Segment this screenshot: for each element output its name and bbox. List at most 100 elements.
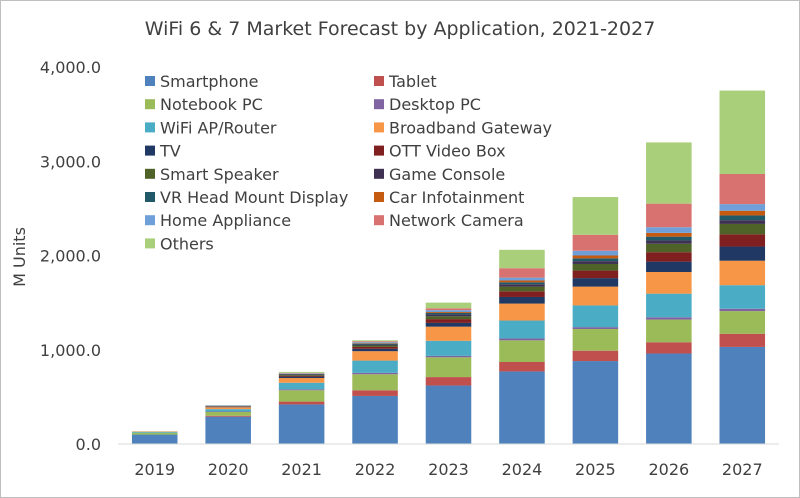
bar-segment-2026-desktop-pc	[646, 317, 692, 320]
bar-segment-2021-desktop-pc	[278, 389, 325, 391]
legend-label-game-console: Game Console	[389, 165, 505, 184]
bar-segment-2023-game-console	[425, 314, 472, 317]
bar-segment-2023-home-appliance	[425, 310, 472, 313]
legend-swatch-smart-speaker	[145, 168, 155, 179]
bar-segment-2026-car-infotainment	[646, 232, 692, 237]
bar-segment-2027-home-appliance	[719, 204, 766, 211]
legend-label-ott-video-box: OTT Video Box	[389, 142, 506, 161]
bar-segment-2019-notebook-pc	[131, 432, 178, 435]
bar-segment-2020-notebook-pc	[205, 411, 251, 416]
bar-segment-2027-broadband-gateway	[719, 260, 766, 286]
bar-segment-2022-broadband-gateway	[352, 351, 398, 361]
y-tick-label: 1,000.0	[40, 341, 101, 360]
bar-segment-2021-ott-video-box	[278, 375, 325, 377]
bar-segment-2023-network-camera	[425, 308, 472, 311]
bar-segment-2024-smart-speaker	[499, 286, 545, 292]
bar-segment-2021-smart-speaker	[278, 374, 325, 376]
bar-segment-2025-others	[572, 197, 619, 235]
bar-segment-2024-ott-video-box	[499, 291, 545, 297]
bar-segment-2024-desktop-pc	[499, 338, 545, 341]
axes-group: 0.0 1,000.0 2,000.0 3,000.0 4,000.0 2019 2020 2…	[40, 58, 779, 479]
bar-segment-2024-wifi-ap-router	[499, 320, 545, 339]
bar-segment-2024-tv	[499, 296, 545, 304]
bar-segment-2027-desktop-pc	[719, 308, 766, 312]
y-tick-label: 4,000.0	[40, 58, 101, 77]
bar-segment-2026-smartphone	[646, 353, 692, 444]
bar-segment-2025-ott-video-box	[572, 270, 619, 279]
bar-segment-2024-others	[499, 249, 545, 269]
bar-segment-2025-vr-head-mount-display	[572, 258, 619, 262]
legend-label-network-camera: Network Camera	[389, 211, 524, 230]
bar-segment-2023-broadband-gateway	[425, 326, 472, 341]
legend-label-desktop-pc: Desktop PC	[389, 95, 481, 114]
y-axis-label: M Units	[10, 227, 29, 287]
bar-segment-2023-notebook-pc	[425, 357, 472, 378]
bar-segment-2027-vr-head-mount-display	[719, 215, 766, 221]
bar-segment-2025-smart-speaker	[572, 263, 619, 271]
bar-segment-2022-wifi-ap-router	[352, 360, 398, 373]
x-tick-label: 2023	[428, 460, 469, 479]
bar-segment-2024-game-console	[499, 284, 545, 287]
legend-swatch-wifi-ap-router	[145, 122, 155, 133]
legend-swatch-game-console	[374, 168, 384, 179]
bar-segment-2022-tv	[352, 348, 398, 352]
bar-segment-2027-car-infotainment	[719, 210, 766, 216]
bar-segment-2023-ott-video-box	[425, 319, 472, 323]
bar-segment-2025-broadband-gateway	[572, 286, 619, 306]
x-tick-label: 2021	[281, 460, 322, 479]
bars-group	[131, 90, 766, 444]
legend-swatch-desktop-pc	[374, 99, 384, 110]
bar-segment-2026-ott-video-box	[646, 252, 692, 262]
legend-label-wifi-ap-router: WiFi AP/Router	[160, 118, 277, 137]
bar-segment-2027-wifi-ap-router	[719, 285, 766, 309]
legend-swatch-others	[145, 238, 155, 249]
legend-swatch-car-infotainment	[374, 192, 384, 202]
bar-segment-2026-others	[646, 142, 692, 204]
bar-segment-2025-notebook-pc	[572, 329, 619, 351]
bar-segment-2023-desktop-pc	[425, 355, 472, 358]
bar-segment-2023-tv	[425, 322, 472, 327]
legend-label-vr-head-mount-display: VR Head Mount Display	[160, 188, 348, 207]
y-tick-label: 2,000.0	[40, 247, 101, 266]
x-tick-label: 2019	[134, 460, 175, 479]
legend-swatch-vr-head-mount-display	[145, 192, 155, 202]
legend-label-car-infotainment: Car Infotainment	[389, 188, 524, 207]
legend-label-tv: TV	[159, 142, 181, 161]
bar-segment-2021-smartphone	[278, 404, 325, 444]
bar-segment-2021-tablet	[278, 401, 325, 405]
bar-segment-2023-smart-speaker	[425, 316, 472, 320]
legend-label-tablet: Tablet	[388, 72, 437, 91]
bar-segment-2025-home-appliance	[572, 250, 619, 256]
bar-segment-2027-smartphone	[719, 346, 766, 444]
bar-segment-2022-desktop-pc	[352, 372, 398, 375]
bar-segment-2022-notebook-pc	[352, 374, 398, 391]
x-tick-label: 2025	[575, 460, 616, 479]
bar-segment-2020-wifi-ap-router	[205, 409, 251, 412]
bar-segment-2024-notebook-pc	[499, 340, 545, 362]
bar-segment-2022-smartphone	[352, 395, 398, 444]
bar-segment-2023-vr-head-mount-display	[425, 312, 472, 315]
bar-segment-2022-vr-head-mount-display	[352, 343, 398, 345]
bar-segment-2026-home-appliance	[646, 227, 692, 233]
bar-segment-2019-wifi-ap-router	[131, 431, 178, 433]
bar-segment-2020-tablet	[205, 415, 251, 417]
x-tick-label: 2026	[648, 460, 689, 479]
bar-segment-2025-wifi-ap-router	[572, 305, 619, 328]
bar-segment-2025-car-infotainment	[572, 255, 619, 259]
legend-label-home-appliance: Home Appliance	[160, 211, 291, 230]
y-tick-label: 3,000.0	[40, 152, 101, 171]
bar-segment-2023-smartphone	[425, 385, 472, 444]
legend-label-others: Others	[160, 234, 214, 253]
bar-segment-2026-vr-head-mount-display	[646, 236, 692, 241]
bar-segment-2027-notebook-pc	[719, 311, 766, 334]
bar-segment-2021-notebook-pc	[278, 390, 325, 402]
bar-segment-2025-tablet	[572, 350, 619, 362]
chart-title: WiFi 6 & 7 Market Forecast by Applicatio…	[145, 18, 656, 40]
bar-segment-2027-tablet	[719, 333, 766, 347]
bar-segment-2023-car-infotainment	[425, 312, 472, 313]
bar-segment-2026-wifi-ap-router	[646, 293, 692, 318]
bar-segment-2022-tablet	[352, 390, 398, 396]
bar-segment-2025-network-camera	[572, 234, 619, 251]
bar-segment-2022-game-console	[352, 344, 398, 346]
